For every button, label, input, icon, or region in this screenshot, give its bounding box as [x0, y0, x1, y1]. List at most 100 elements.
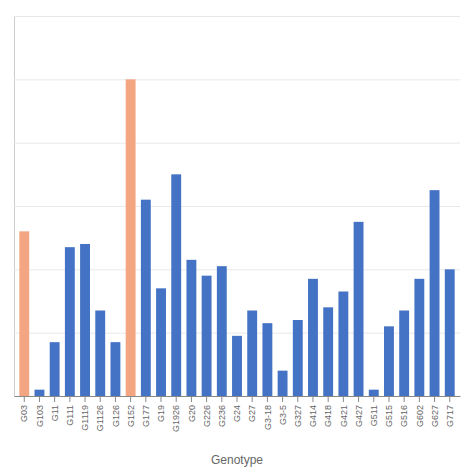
bar: [65, 247, 75, 396]
x-tick-mark: [69, 396, 70, 402]
x-tick-mark: [206, 396, 207, 402]
x-tick-mark: [176, 396, 177, 402]
bar: [50, 342, 60, 396]
x-tick: G3-5: [278, 396, 288, 425]
plot: G03G103G11G111G1119G1126G126G152G177G19G…: [14, 17, 461, 433]
x-tick-mark: [312, 396, 313, 402]
x-tick: G515: [384, 396, 394, 427]
bar: [95, 311, 105, 397]
x-tick: G27: [247, 396, 257, 422]
x-tick-label: G20: [187, 405, 197, 422]
x-tick-mark: [24, 396, 25, 402]
bar: [247, 311, 257, 397]
bar: [80, 244, 90, 396]
x-tick-mark: [373, 396, 374, 402]
bar: [308, 279, 318, 396]
bar: [414, 279, 424, 396]
x-tick-mark: [252, 396, 253, 402]
x-tick-mark: [297, 396, 298, 402]
x-tick-label: G177: [141, 405, 151, 427]
bar: [293, 320, 303, 396]
grid-line: [14, 16, 460, 17]
x-tick: G1119: [80, 396, 90, 431]
x-tick-mark: [388, 396, 389, 402]
x-tick: G414: [308, 396, 318, 427]
x-tick-label: G19: [156, 405, 166, 422]
x-tick-mark: [434, 396, 435, 402]
x-tick: G3-18: [263, 396, 273, 430]
bar: [338, 292, 348, 397]
y-axis-line: [15, 17, 461, 397]
y-tick: [14, 79, 460, 80]
bar: [19, 231, 29, 396]
x-tick-mark: [100, 396, 101, 402]
bars: [19, 79, 454, 396]
x-tick: G421: [339, 396, 349, 427]
x-tick-label: G152: [126, 405, 136, 427]
x-tick-mark: [282, 396, 283, 402]
x-tick-label: G516: [399, 405, 409, 427]
x-tick: G717: [445, 396, 455, 427]
x-tick-mark: [191, 396, 192, 402]
x-tick-label: G427: [354, 405, 364, 427]
y-tick: [14, 206, 460, 207]
bar: [202, 276, 212, 396]
x-tick-label: G226: [202, 405, 212, 427]
x-tick-mark: [130, 396, 131, 402]
x-tick-mark: [404, 396, 405, 402]
x-tick-mark: [419, 396, 420, 402]
x-tick-label: G27: [247, 405, 257, 422]
x-tick-label: G111: [65, 405, 75, 426]
x-tick: G126: [111, 396, 121, 427]
bar: [110, 342, 120, 396]
bar: [445, 269, 455, 396]
x-tick-mark: [85, 396, 86, 402]
x-tick-label: G515: [384, 405, 394, 427]
x-axis-title: Genotype: [211, 453, 263, 467]
bar: [141, 200, 151, 396]
x-tick: G103: [35, 396, 45, 427]
x-tick: G24: [232, 396, 242, 422]
x-tick-label: G103: [35, 405, 45, 427]
x-tick: G627: [430, 396, 440, 427]
x-tick-mark: [221, 396, 222, 402]
x-tick-mark: [39, 396, 40, 402]
y-axis: [14, 17, 460, 397]
bar: [126, 79, 136, 396]
x-tick: G236: [217, 396, 227, 427]
bar: [35, 390, 45, 396]
x-axis: G03G103G11G111G1119G1126G126G152G177G19G…: [15, 396, 461, 432]
x-tick: G427: [354, 396, 364, 427]
x-tick-label: G24: [232, 405, 242, 422]
bar: [399, 311, 409, 397]
x-tick-label: G126: [111, 405, 121, 427]
x-tick: G602: [415, 396, 425, 427]
y-tick: [14, 143, 460, 144]
x-tick: G511: [369, 396, 379, 426]
bar: [354, 222, 364, 396]
grid-line: [14, 206, 460, 207]
x-tick-label: G3-5: [278, 405, 288, 425]
bar: [171, 174, 181, 396]
bar: [369, 390, 379, 396]
bar: [278, 371, 288, 396]
x-tick-label: G327: [293, 405, 303, 427]
bar: [217, 266, 227, 396]
x-tick-label: G421: [339, 405, 349, 427]
bar: [430, 190, 440, 396]
x-tick-label: G1126: [95, 405, 105, 431]
grid-line: [14, 79, 460, 80]
bar: [232, 336, 242, 396]
chart: G03G103G11G111G1119G1126G126G152G177G19G…: [0, 0, 474, 474]
x-tick: G03: [19, 396, 29, 422]
x-tick-label: G236: [217, 405, 227, 427]
x-tick-label: G1926: [171, 405, 181, 432]
bar: [323, 307, 333, 396]
x-tick-label: G418: [323, 405, 333, 427]
x-tick: G152: [126, 396, 136, 427]
bar: [262, 323, 272, 396]
x-tick-mark: [115, 396, 116, 402]
x-tick-mark: [145, 396, 146, 402]
x-tick-mark: [161, 396, 162, 402]
x-tick-mark: [328, 396, 329, 402]
